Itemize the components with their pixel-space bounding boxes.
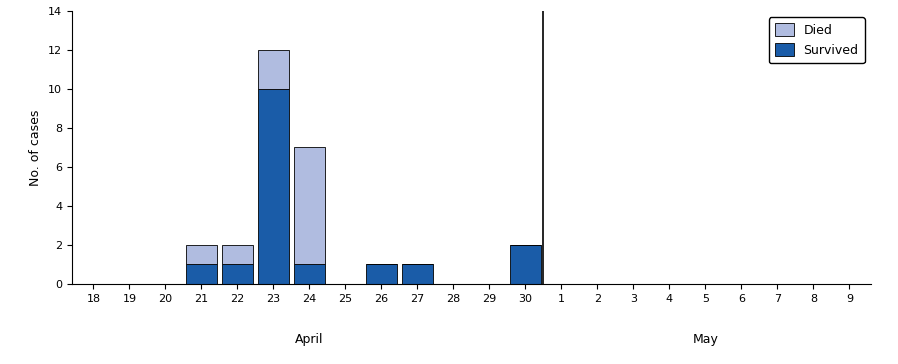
Bar [510, 245, 541, 284]
Bar [222, 264, 252, 284]
Bar [186, 245, 216, 264]
Bar [258, 89, 289, 284]
Bar [402, 264, 433, 284]
Bar [295, 264, 325, 284]
Bar [295, 147, 325, 264]
Text: May: May [692, 333, 718, 346]
Bar [366, 264, 397, 284]
Y-axis label: No. of cases: No. of cases [30, 109, 42, 186]
Text: April: April [295, 333, 323, 346]
Bar [258, 50, 289, 89]
Bar [222, 245, 252, 264]
Bar [186, 264, 216, 284]
Legend: Died, Survived: Died, Survived [769, 17, 865, 63]
